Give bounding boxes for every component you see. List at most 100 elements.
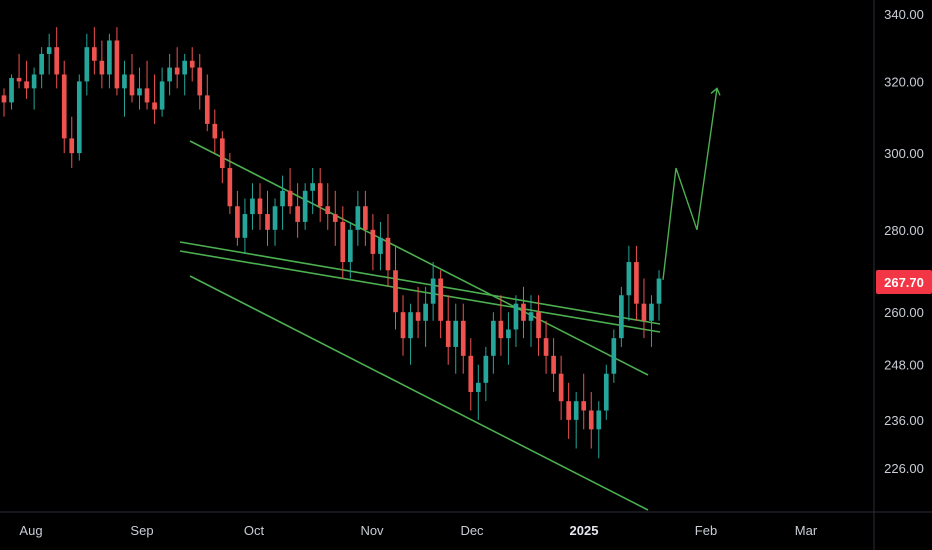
time-tick-label: 2025 xyxy=(570,523,599,538)
candle-down xyxy=(325,206,331,215)
candle-up xyxy=(250,198,255,215)
candle-up xyxy=(596,410,602,430)
candle-down xyxy=(235,206,240,238)
time-tick-label: Nov xyxy=(360,523,384,538)
candle-down xyxy=(1,95,7,103)
candle-down xyxy=(498,320,504,339)
candle-down xyxy=(400,312,406,339)
channel-lower-trendline[interactable] xyxy=(189,275,649,511)
candle-up xyxy=(46,47,52,54)
price-tick-label: 236.00 xyxy=(884,413,924,428)
candle-down xyxy=(219,138,225,169)
candle-down xyxy=(129,74,135,96)
candle-up xyxy=(76,81,82,154)
candlestick-series xyxy=(1,27,662,459)
candle-up xyxy=(649,303,654,321)
candle-down xyxy=(24,81,29,89)
price-tick-label: 280.00 xyxy=(884,223,924,238)
candle-up xyxy=(619,295,624,339)
candle-up xyxy=(408,312,413,339)
candle-down xyxy=(317,183,323,207)
candle-up xyxy=(242,214,248,238)
candle-up xyxy=(573,401,579,420)
current-price-badge-bg xyxy=(876,270,932,294)
candle-down xyxy=(468,355,474,392)
candle-down xyxy=(438,278,444,321)
candle-down xyxy=(581,401,587,411)
candle-down xyxy=(92,47,97,61)
candle-down xyxy=(212,123,218,139)
projection-path[interactable] xyxy=(662,88,718,280)
channel-upper-trendline[interactable] xyxy=(189,140,649,376)
price-tick-label: 340.00 xyxy=(884,7,924,22)
candle-down xyxy=(69,138,75,154)
candle-up xyxy=(491,320,496,356)
candle-up xyxy=(137,88,142,96)
candle-down xyxy=(265,214,270,230)
candle-down xyxy=(566,401,571,420)
candle-down xyxy=(99,60,105,75)
candle-down xyxy=(189,60,195,68)
candle-down xyxy=(61,74,67,139)
candle-down xyxy=(641,303,647,321)
candle-down xyxy=(152,102,157,110)
candle-up xyxy=(506,329,511,339)
candle-down xyxy=(332,214,338,222)
time-axis[interactable]: Aug Sep Oct Nov Dec 2025 Feb Mar xyxy=(19,523,817,538)
candle-up xyxy=(272,206,278,230)
candle-up xyxy=(280,190,285,207)
candle-down xyxy=(363,206,368,230)
candle-up xyxy=(378,237,383,254)
candle-down xyxy=(54,47,60,75)
price-tick-label: 248.00 xyxy=(884,358,924,373)
candle-up xyxy=(302,190,308,222)
candle-up xyxy=(656,278,662,304)
candle-up xyxy=(528,312,534,321)
candle-down xyxy=(257,198,263,215)
candle-up xyxy=(355,206,361,230)
current-price-label: 267.70 xyxy=(884,275,924,290)
candle-up xyxy=(483,355,489,383)
price-tick-label: 260.00 xyxy=(884,305,924,320)
candle-down xyxy=(295,206,300,222)
candle-down xyxy=(385,237,391,271)
candle-down xyxy=(114,40,120,89)
candle-down xyxy=(558,373,564,402)
candle-up xyxy=(159,81,165,110)
candle-up xyxy=(603,373,609,411)
candle-down xyxy=(393,270,398,313)
candle-up xyxy=(453,320,459,347)
price-tick-label: 320.00 xyxy=(884,74,924,89)
candle-down xyxy=(634,262,639,304)
candle-up xyxy=(626,262,632,296)
candle-down xyxy=(227,168,233,207)
candle-up xyxy=(122,74,127,89)
candle-up xyxy=(430,278,436,304)
price-tick-label: 226.00 xyxy=(884,461,924,476)
time-tick-label: Feb xyxy=(695,523,717,538)
candle-up xyxy=(611,338,617,374)
projection-arrowhead xyxy=(710,87,721,96)
price-axis[interactable]: 340.00 320.00 300.00 280.00 260.00 248.00 236.… xyxy=(884,7,924,476)
candle-down xyxy=(340,221,346,263)
candle-down xyxy=(551,355,556,374)
candle-up xyxy=(31,74,37,89)
time-tick-label: Sep xyxy=(130,523,153,538)
candle-up xyxy=(107,40,112,75)
resistance-trendline-lower[interactable] xyxy=(179,250,661,333)
price-tick-label: 300.00 xyxy=(884,146,924,161)
candle-down xyxy=(536,312,541,339)
candle-down xyxy=(370,229,376,254)
candle-down xyxy=(460,320,466,356)
candle-down xyxy=(521,303,526,321)
resistance-trendline-upper[interactable] xyxy=(179,241,661,325)
trendlines[interactable] xyxy=(179,140,661,511)
candle-down xyxy=(588,410,594,430)
candle-down xyxy=(174,67,180,75)
candle-up xyxy=(9,77,14,103)
candle-down xyxy=(287,190,293,207)
candle-down xyxy=(197,67,203,96)
candle-up xyxy=(513,303,519,330)
